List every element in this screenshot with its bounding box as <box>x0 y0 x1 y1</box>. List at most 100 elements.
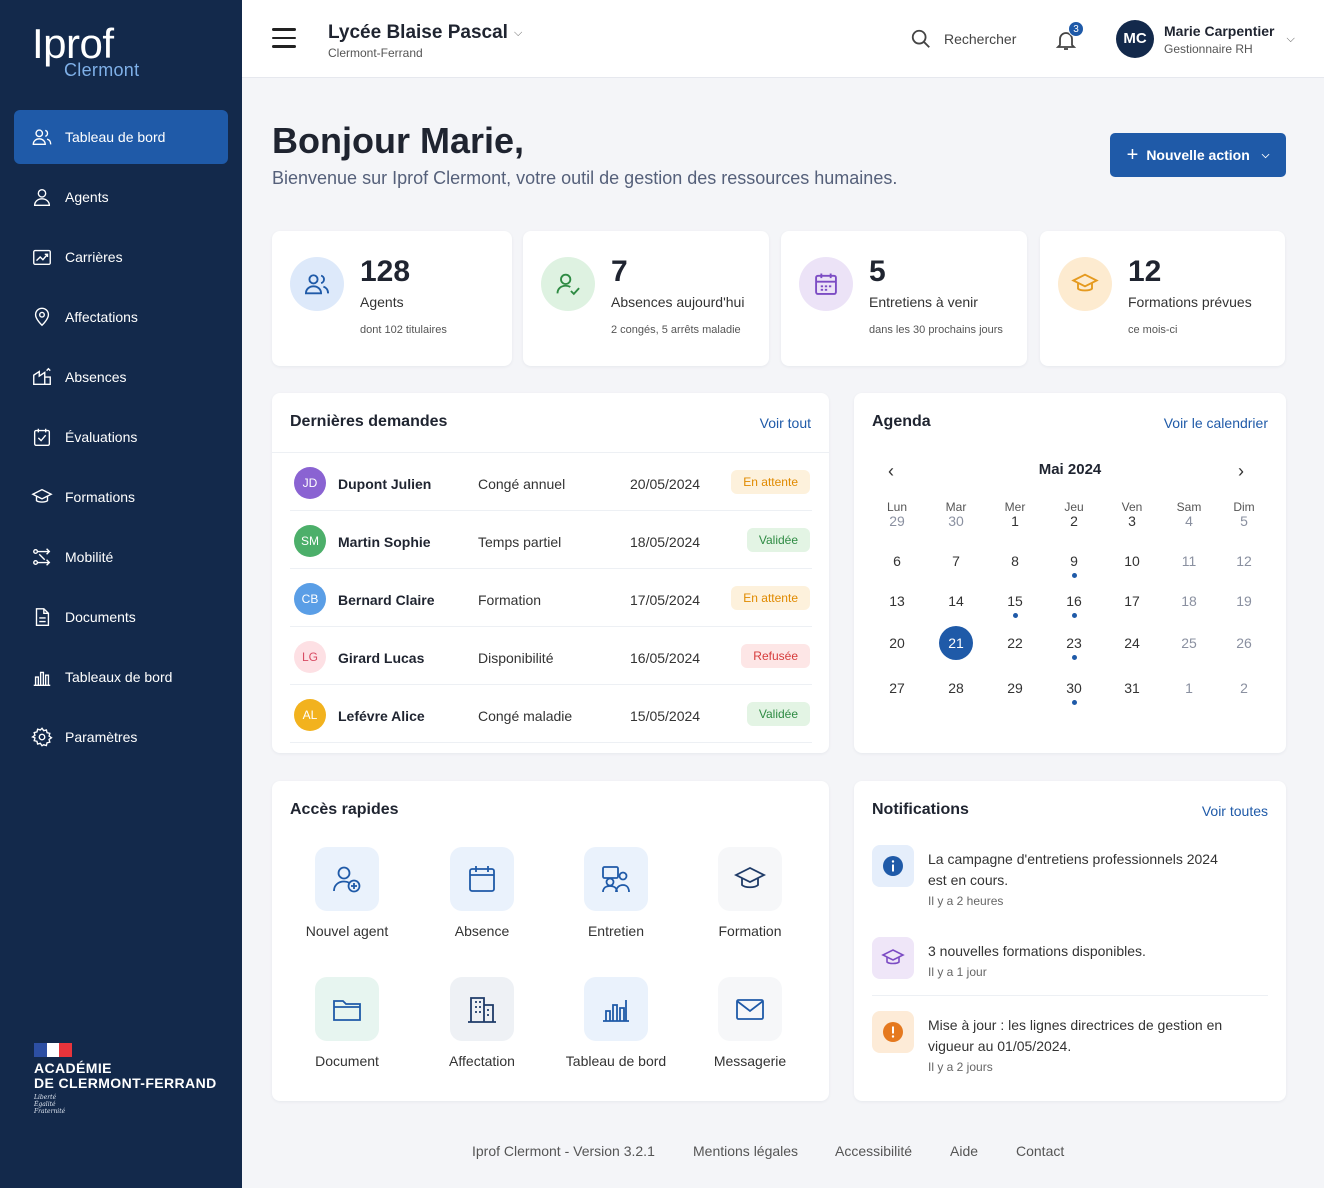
add-user-icon <box>333 866 361 893</box>
view-all-requests-link[interactable]: Voir tout <box>759 415 811 431</box>
calendar-day[interactable]: 10 <box>1124 553 1140 569</box>
chevron-left-icon[interactable]: ‹ <box>888 461 894 481</box>
stat-card-interviews[interactable]: 5 Entretiens à venir dans les 30 prochai… <box>781 231 1027 366</box>
calendar-day[interactable]: 11 <box>1181 553 1197 569</box>
calendar-day[interactable]: 20 <box>889 635 905 651</box>
hamburger-menu-icon[interactable] <box>272 28 296 50</box>
table-row[interactable]: AL Lefévre Alice Congé maladie 15/05/202… <box>290 685 812 743</box>
sidebar-item-tableau-de-bord[interactable]: Tableau de bord <box>14 110 228 164</box>
footer-link-legal[interactable]: Mentions légales <box>693 1143 799 1159</box>
quick-messaging-button[interactable]: Messagerie <box>690 977 810 1069</box>
request-agent-name: Girard Lucas <box>338 650 425 666</box>
sidebar-item-agents[interactable]: Agents <box>14 170 228 224</box>
stat-card-trainings[interactable]: 12 Formations prévues ce mois-ci <box>1040 231 1285 366</box>
calendar-day[interactable]: 16 <box>1066 593 1082 609</box>
table-row[interactable]: CB Bernard Claire Formation 17/05/2024 E… <box>290 569 812 627</box>
calendar-day[interactable]: 31 <box>1124 680 1140 696</box>
sidebar-item-parametres[interactable]: Paramètres <box>14 710 228 764</box>
academy-logo: ACADÉMIE DE CLERMONT-FERRAND Liberté Éga… <box>34 1043 217 1115</box>
stat-value: 12 <box>1128 255 1162 288</box>
notifications-bell[interactable]: 3 <box>1054 21 1084 52</box>
calendar-day[interactable]: 2 <box>1070 513 1078 529</box>
user-menu[interactable]: MC Marie Carpentier Gestionnaire RH ⌵ <box>1116 20 1295 58</box>
calendar-day[interactable]: 23 <box>1066 635 1082 651</box>
sidebar-item-mobilite[interactable]: Mobilité <box>14 530 228 584</box>
calendar-day[interactable]: 3 <box>1128 513 1136 529</box>
table-row[interactable]: JD Dupont Julien Congé annuel 20/05/2024… <box>290 453 812 511</box>
user-check-icon <box>556 273 580 296</box>
top-header: Lycée Blaise Pascal ⌵ Clermont-Ferrand Re… <box>242 0 1324 78</box>
calendar-day[interactable]: 29 <box>889 513 905 529</box>
stat-card-agents[interactable]: 128 Agents dont 102 titulaires <box>272 231 512 366</box>
new-action-button[interactable]: + Nouvelle action ⌵ <box>1110 133 1286 177</box>
quick-add-agent-button[interactable]: Nouvel agent <box>287 847 407 939</box>
calendar-day[interactable]: 19 <box>1236 593 1252 609</box>
calendar-day[interactable]: 18 <box>1181 593 1197 609</box>
calendar-day[interactable]: 12 <box>1236 553 1252 569</box>
footer-link-help[interactable]: Aide <box>950 1143 979 1159</box>
calendar-day[interactable]: 2 <box>1240 680 1248 696</box>
calendar-day[interactable]: 27 <box>889 680 905 696</box>
stat-icon-circle <box>1058 257 1112 311</box>
calendar-day[interactable]: 14 <box>948 593 964 609</box>
calendar-day[interactable]: 17 <box>1124 593 1140 609</box>
view-calendar-link[interactable]: Voir le calendrier <box>1163 415 1268 431</box>
quick-dashboard-button[interactable]: Tableau de bord <box>556 977 676 1069</box>
table-row[interactable]: SM Martin Sophie Temps partiel 18/05/202… <box>290 511 812 569</box>
quick-document-button[interactable]: Document <box>287 977 407 1069</box>
calendar-day[interactable]: 1 <box>1185 680 1193 696</box>
sidebar-item-label: Affectations <box>65 309 138 325</box>
request-type: Congé annuel <box>478 476 566 492</box>
calendar-day[interactable]: 9 <box>1070 553 1078 569</box>
calendar-day[interactable]: 13 <box>889 593 905 609</box>
search-label: Rechercher <box>944 31 1017 47</box>
calendar-day[interactable]: 22 <box>1007 635 1023 651</box>
sidebar-item-carrieres[interactable]: Carrières <box>14 230 228 284</box>
evaluation-check-icon <box>33 428 51 446</box>
sidebar-item-evaluations[interactable]: Évaluations <box>14 410 228 464</box>
calendar-day-today[interactable]: 21 <box>939 626 973 660</box>
view-all-notifications-link[interactable]: Voir toutes <box>1201 803 1268 819</box>
quick-training-button[interactable]: Formation <box>690 847 810 939</box>
calendar-day[interactable]: 24 <box>1124 635 1140 651</box>
quick-icon-tile <box>315 977 379 1041</box>
academy-line-2: DE CLERMONT-FERRAND <box>34 1075 217 1091</box>
quick-absence-button[interactable]: Absence <box>422 847 542 939</box>
stat-note: dans les 30 prochains jours <box>869 324 1003 336</box>
search-button[interactable]: Rechercher <box>910 28 1016 50</box>
requests-card: Dernières demandes Voir tout JD Dupont J… <box>272 393 829 753</box>
footer-link-contact[interactable]: Contact <box>1016 1143 1065 1159</box>
sidebar-item-absences[interactable]: Absences <box>14 350 228 404</box>
footer-link-accessibility[interactable]: Accessibilité <box>835 1143 913 1159</box>
sidebar-item-formations[interactable]: Formations <box>14 470 228 524</box>
calendar-day[interactable]: 29 <box>1007 680 1023 696</box>
notifications-card: Notifications Voir toutes La campagne d'… <box>854 781 1286 1101</box>
sidebar-item-tableaux-de-bord[interactable]: Tableaux de bord <box>14 650 228 704</box>
quick-interview-button[interactable]: Entretien <box>556 847 676 939</box>
sidebar-item-documents[interactable]: Documents <box>14 590 228 644</box>
french-flag-icon <box>34 1043 73 1057</box>
calendar-day[interactable]: 25 <box>1181 635 1197 651</box>
calendar-day[interactable]: 30 <box>948 513 964 529</box>
calendar-day[interactable]: 15 <box>1007 593 1023 609</box>
calendar-day[interactable]: 26 <box>1236 635 1252 651</box>
school-selector[interactable]: Lycée Blaise Pascal ⌵ Clermont-Ferrand <box>328 22 522 60</box>
brand-logo[interactable]: Iprof Clermont <box>32 22 139 81</box>
calendar-weekday: Lun <box>886 500 908 514</box>
calendar-day[interactable]: 8 <box>1011 553 1019 569</box>
quick-assignment-button[interactable]: Affectation <box>422 977 542 1069</box>
stat-card-absences[interactable]: 7 Absences aujourd'hui 2 congés, 5 arrêt… <box>523 231 769 366</box>
calendar-day[interactable]: 30 <box>1066 680 1082 696</box>
calendar-day[interactable]: 4 <box>1185 513 1193 529</box>
sidebar-item-affectations[interactable]: Affectations <box>14 290 228 344</box>
calendar-day[interactable]: 28 <box>948 680 964 696</box>
calendar-day[interactable]: 6 <box>893 553 901 569</box>
chevron-right-icon[interactable]: › <box>1238 461 1244 481</box>
calendar-day[interactable]: 1 <box>1011 513 1019 529</box>
notif-icon-tile <box>872 845 914 887</box>
table-row[interactable]: LG Girard Lucas Disponibilité 16/05/2024… <box>290 627 812 685</box>
calendar-day[interactable]: 5 <box>1240 513 1248 529</box>
calendar-day[interactable]: 7 <box>952 553 960 569</box>
calendar-weekday: Sam <box>1176 500 1202 514</box>
page-subtitle: Bienvenue sur Iprof Clermont, votre outi… <box>272 168 898 188</box>
